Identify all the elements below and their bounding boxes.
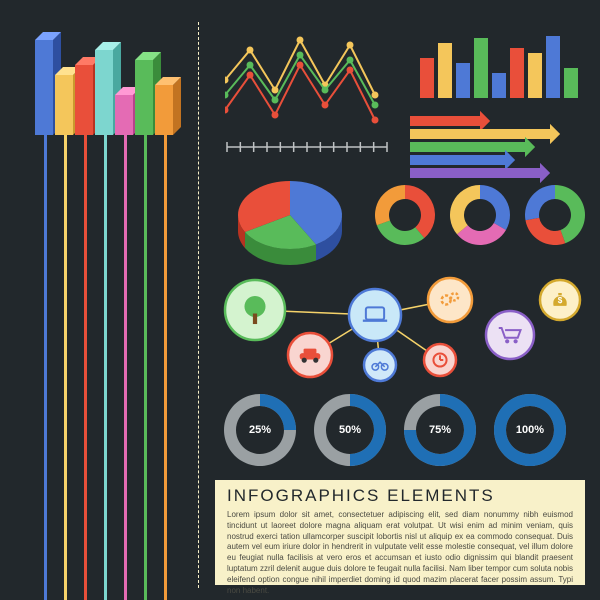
arrow-bar: [410, 168, 540, 178]
pie-3d: [228, 176, 352, 270]
cart-icon: [483, 308, 537, 362]
bar-drop-line: [124, 135, 127, 600]
footer-body: Lorem ipsum dolor sit amet, consectetuer…: [227, 510, 573, 596]
arrow-bar: [410, 155, 505, 165]
bike-icon: [361, 346, 399, 384]
donut-chart: [448, 183, 512, 247]
bar-drop-line: [64, 135, 67, 600]
bar3d: [155, 77, 181, 135]
progress-label: 25%: [249, 424, 271, 436]
line-chart: [225, 30, 385, 130]
vertical-separator: [198, 22, 199, 588]
bar-drop-line: [44, 135, 47, 600]
infographic-canvas: $25%50%75%100%INFOGRAPHICS ELEMENTSLorem…: [0, 0, 600, 600]
progress-label: 75%: [429, 424, 451, 436]
bar-drop-line: [164, 135, 167, 600]
progress-ring: 25%: [222, 392, 298, 468]
footer-panel: INFOGRAPHICS ELEMENTSLorem ipsum dolor s…: [215, 480, 585, 585]
bar-drop-line: [144, 135, 147, 600]
progress-ring: 50%: [312, 392, 388, 468]
svg-text:$: $: [558, 296, 563, 305]
mini-bar-chart: [420, 28, 580, 98]
donut-chart: [373, 183, 437, 247]
progress-ring: 75%: [402, 392, 478, 468]
bar-drop-line: [84, 135, 87, 600]
clock-icon: [421, 341, 459, 379]
laptop-icon: [346, 286, 404, 344]
progress-ring: 100%: [492, 392, 568, 468]
donut-chart: [523, 183, 587, 247]
progress-label: 50%: [339, 424, 361, 436]
gears-icon: [425, 275, 475, 325]
tree-icon: [222, 277, 288, 343]
axis-ruler: [225, 140, 389, 154]
bar-drop-line: [104, 135, 107, 600]
footer-title: INFOGRAPHICS ELEMENTS: [227, 486, 495, 506]
car-icon: [285, 330, 335, 380]
arrow-bar: [410, 116, 480, 126]
progress-label: 100%: [516, 424, 544, 436]
money-icon: $: [537, 277, 583, 323]
